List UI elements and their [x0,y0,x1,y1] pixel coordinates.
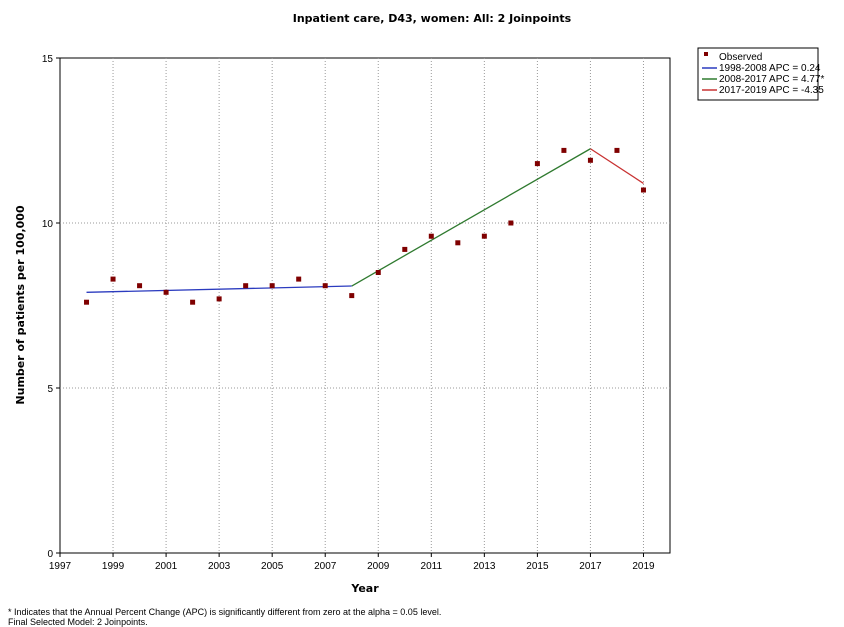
observed-point [190,299,196,305]
plot-area [59,57,671,554]
observed-point [481,233,487,239]
observed-point [455,240,461,246]
y-tick-label: 15 [42,54,54,65]
x-tick-label: 2001 [155,561,178,572]
y-tick-label: 10 [42,219,54,230]
observed-point [508,220,514,226]
x-tick-label: 2003 [208,561,231,572]
legend-box [697,47,819,101]
y-axis-ticks: 0 5 10 15 [42,54,60,560]
legend-observed-marker [704,52,708,56]
legend-segment2-label: 2008-2017 APC = 4.77* [719,74,824,85]
observed-point [375,270,381,275]
y-axis-title: Number of patients per 100,000 [14,205,27,405]
legend-segment3-label: 2017-2019 APC = -4.35 [719,85,824,96]
observed-points [84,147,646,305]
x-tick-label: 2007 [314,561,337,572]
joinpoint-chart: Inpatient care, D43, women: All: 2 Joinp… [14,12,824,595]
observed-point [269,283,275,289]
chart-title: Inpatient care, D43, women: All: 2 Joinp… [293,12,572,25]
x-tick-label: 2017 [579,561,602,572]
observed-point [163,289,169,295]
observed-point [137,283,143,289]
footnote-model: Final Selected Model: 2 Joinpoints. [8,617,148,627]
legend-observed-label: Observed [719,52,762,63]
observed-point [428,233,434,239]
x-tick-label: 1999 [102,561,125,572]
legend-segment1-label: 1998-2008 APC = 0.24 [719,63,821,74]
observed-point [640,187,646,193]
observed-point [534,161,540,167]
observed-point [561,147,567,153]
observed-point [349,293,355,299]
observed-point [110,276,116,282]
x-tick-label: 2019 [632,561,655,572]
legend: Observed 1998-2008 APC = 0.24 2008-2017 … [697,47,824,101]
y-tick-label: 0 [47,549,53,560]
x-axis-ticks: 1997 1999 2001 2003 2005 2007 2009 2011 2013 2015… [49,553,655,572]
x-axis-title: Year [350,582,379,595]
fit-segment-2 [351,148,591,287]
footnote-apc: * Indicates that the Annual Percent Chan… [8,607,442,617]
fit-lines [86,148,644,293]
observed-point [296,276,302,282]
observed-point [243,283,249,289]
x-tick-label: 1997 [49,561,72,572]
observed-point [216,296,222,302]
observed-point [322,283,328,289]
x-tick-label: 2013 [473,561,496,572]
x-tick-label: 2011 [421,561,443,572]
fit-segment-1 [86,285,352,293]
x-tick-label: 2015 [526,561,549,572]
fit-segment-3 [590,148,644,184]
x-tick-label: 2005 [261,561,284,572]
observed-point [587,157,593,163]
observed-point [402,246,408,252]
observed-point [614,147,620,153]
x-tick-label: 2009 [367,561,390,572]
y-tick-label: 5 [47,384,53,395]
observed-point [84,299,90,305]
